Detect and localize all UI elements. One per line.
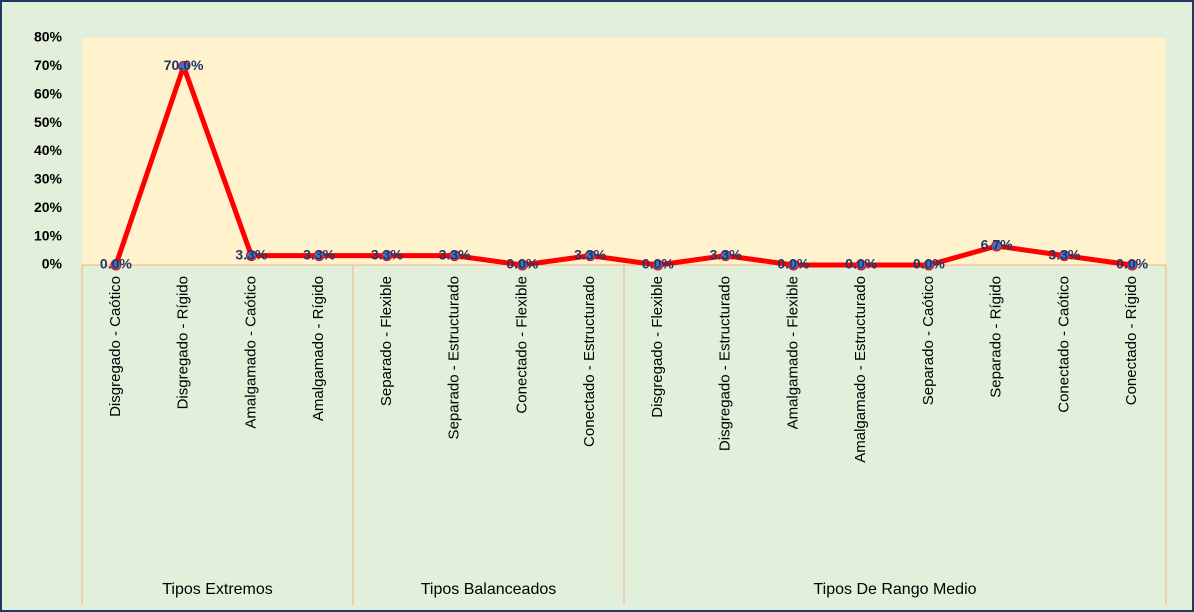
y-tick-label: 20% [34, 199, 63, 215]
marker [1058, 250, 1070, 262]
value-label: 0.0% [1116, 256, 1148, 272]
value-label: 0.0% [913, 256, 945, 272]
plot-area [82, 38, 1166, 265]
x-tick-label: Separado - Caótico [920, 276, 937, 405]
group-label: Tipos Balanceados [421, 581, 557, 598]
value-label: 3.3% [303, 246, 335, 262]
x-tick-label: Separado - Estructurado [446, 276, 463, 439]
y-tick-label: 70% [34, 57, 63, 73]
group-label: Tipos Extremos [162, 581, 273, 598]
value-label: 0.0% [506, 256, 538, 272]
value-label: 3.3% [371, 246, 403, 262]
marker [584, 250, 596, 262]
line [113, 63, 1133, 268]
value-label: 0.0% [777, 256, 809, 272]
value-label: 70.0% [164, 57, 204, 73]
marker [449, 250, 461, 262]
marker [652, 259, 664, 271]
marker [787, 259, 799, 271]
y-tick-label: 30% [34, 171, 63, 187]
x-tick-label: Separado - Rígido [988, 276, 1005, 398]
x-tick-label: Disgregado - Flexible [649, 276, 666, 418]
value-label: 3.3% [574, 246, 606, 262]
x-tick-label: Separado - Flexible [378, 276, 395, 406]
y-tick-label: 10% [34, 227, 63, 243]
value-label: 0.0% [845, 256, 877, 272]
value-label: 3.3% [439, 246, 471, 262]
marker [1126, 259, 1138, 271]
value-label: 3.3% [1048, 246, 1080, 262]
group-label: Tipos De Rango Medio [813, 581, 976, 598]
x-tick-label: Amalgamado - Flexible [784, 276, 801, 429]
marker [923, 259, 935, 271]
marker [178, 60, 190, 72]
x-tick-label: Disgregado - Caótico [107, 276, 124, 417]
marker [110, 259, 122, 271]
marker [991, 240, 1003, 252]
marker [516, 259, 528, 271]
marker [313, 250, 325, 262]
y-tick-label: 60% [34, 85, 63, 101]
marker [381, 250, 393, 262]
value-label: 3.3% [710, 246, 742, 262]
x-tick-label: Amalgamado - Caótico [242, 276, 259, 429]
x-tick-label: Amalgamado - Rígido [310, 276, 327, 421]
x-tick-label: Conectado - Rígido [1123, 276, 1140, 405]
y-tick-label: 80% [34, 29, 63, 45]
x-tick-label: Conectado - Flexible [513, 276, 530, 414]
value-label: 3.3% [235, 246, 267, 262]
x-tick-label: Conectado - Estructurado [581, 276, 598, 447]
x-tick-label: Disgregado - Estructurado [717, 276, 734, 451]
x-tick-label: Conectado - Caótico [1055, 276, 1072, 413]
x-tick-label: Disgregado - Rígido [175, 276, 192, 409]
value-label: 0.0% [100, 256, 132, 272]
x-tick-label: Amalgamado - Estructurado [852, 276, 869, 463]
marker [245, 250, 257, 262]
value-label: 6.7% [981, 237, 1013, 253]
marker [720, 250, 732, 262]
y-tick-label: 0% [42, 256, 63, 272]
value-label: 0.0% [642, 256, 674, 272]
marker [855, 259, 867, 271]
y-tick-label: 40% [34, 142, 63, 158]
y-tick-label: 50% [34, 114, 63, 130]
